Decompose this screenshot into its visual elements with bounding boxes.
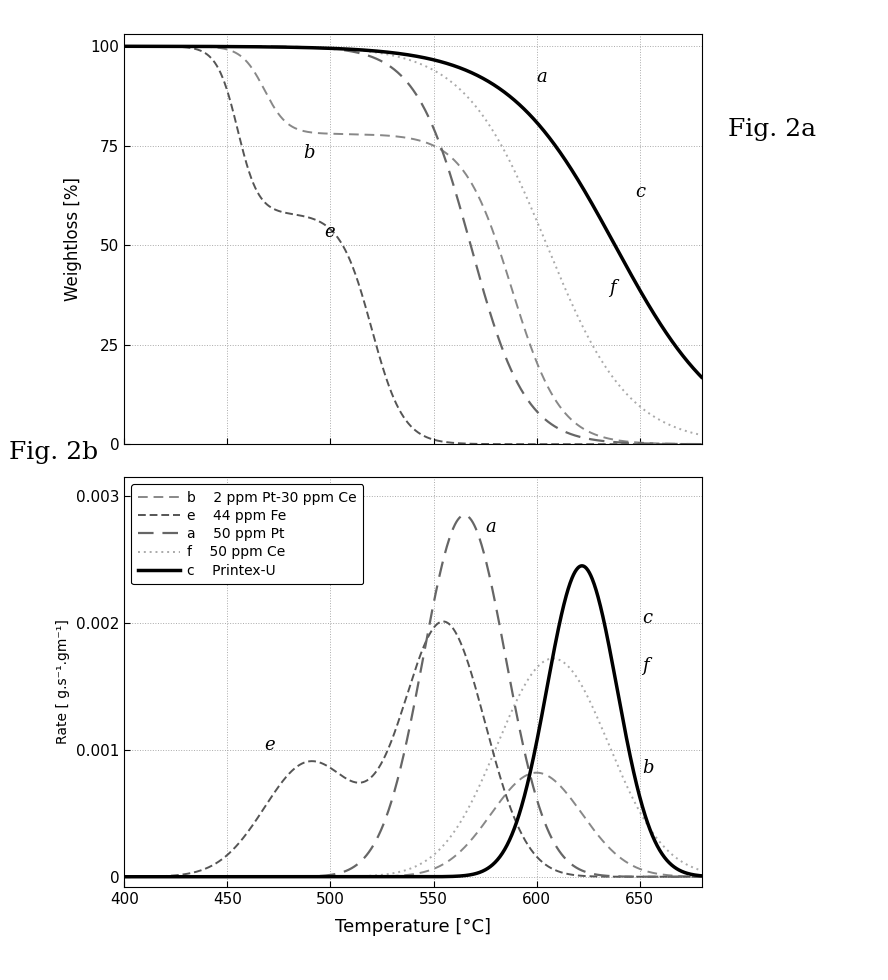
- Text: a: a: [536, 68, 547, 86]
- Text: Fig. 2a: Fig. 2a: [728, 118, 816, 140]
- Y-axis label: Weightloss [%]: Weightloss [%]: [64, 177, 83, 301]
- Text: c: c: [636, 183, 646, 202]
- Text: a: a: [485, 517, 496, 535]
- Text: c: c: [642, 609, 652, 627]
- Text: b: b: [642, 759, 654, 777]
- Text: f: f: [609, 279, 615, 297]
- Text: e: e: [324, 223, 335, 241]
- Text: b: b: [304, 144, 315, 162]
- Y-axis label: Rate [ g.s⁻¹.gm⁻¹]: Rate [ g.s⁻¹.gm⁻¹]: [57, 619, 70, 745]
- X-axis label: Temperature [°C]: Temperature [°C]: [335, 918, 491, 936]
- Legend: b    2 ppm Pt-30 ppm Ce, e    44 ppm Fe, a    50 ppm Pt, f    50 ppm Ce, c    Pr: b 2 ppm Pt-30 ppm Ce, e 44 ppm Fe, a 50 …: [131, 484, 363, 584]
- Text: f: f: [642, 658, 648, 675]
- Text: Fig. 2b: Fig. 2b: [9, 441, 98, 464]
- Text: e: e: [265, 736, 275, 754]
